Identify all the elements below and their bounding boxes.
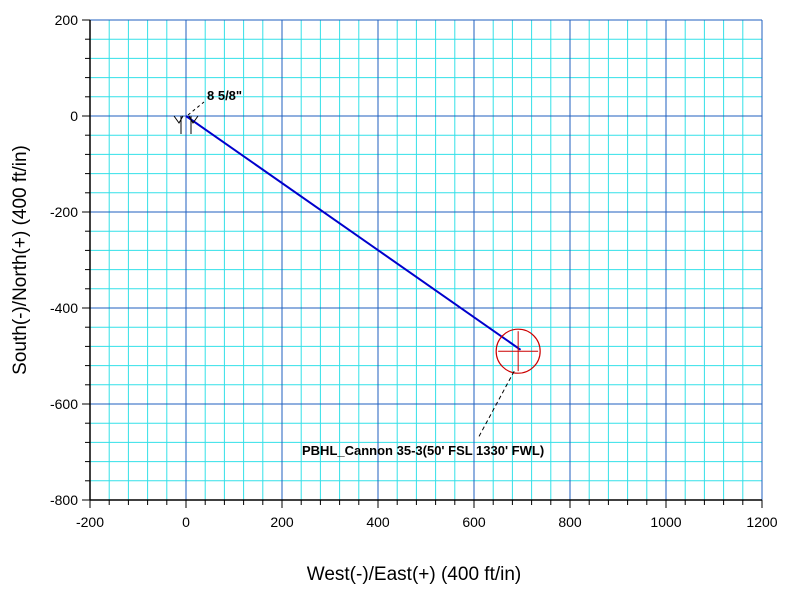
series-layer [185,115,522,351]
y-tick-labels: 200 0 -200 -400 -600 -800 [50,12,78,508]
axes [82,19,763,508]
y-axis-title: South(-)/North(+) (400 ft/in) [10,145,31,375]
x-tick-label: 1000 [650,514,681,530]
casing-shoe-right-tip [188,115,199,124]
y-tick-label: -200 [50,204,78,220]
casing-layer [173,101,205,134]
target-leader-line [477,370,515,439]
target-label: PBHL_Cannon 35-3(50' FSL 1330' FWL) [302,443,544,458]
casing-label: 8 5/8" [207,88,242,103]
casing-shoe-left-tip [173,115,184,124]
y-tick-label: -800 [50,492,78,508]
y-tick-label: 200 [55,12,79,28]
y-tick-label: 0 [70,108,78,124]
x-tick-label: 400 [366,514,390,530]
plot-area [90,20,762,500]
x-axis-title: West(-)/East(+) (400 ft/in) [307,564,522,585]
well-path-line [185,115,522,351]
x-tick-label: 600 [462,514,486,530]
target-layer [477,328,541,439]
x-tick-label: 0 [182,514,190,530]
x-tick-label: -200 [76,514,104,530]
y-tick-label: -600 [50,396,78,412]
x-tick-label: 1200 [746,514,777,530]
major-grid [89,19,763,501]
y-tick-label: -400 [50,300,78,316]
x-tick-label: 800 [558,514,582,530]
x-tick-label: 200 [270,514,294,530]
target-circle [495,328,541,374]
x-tick-labels: -200 0 200 400 600 800 1000 1200 [76,514,778,530]
